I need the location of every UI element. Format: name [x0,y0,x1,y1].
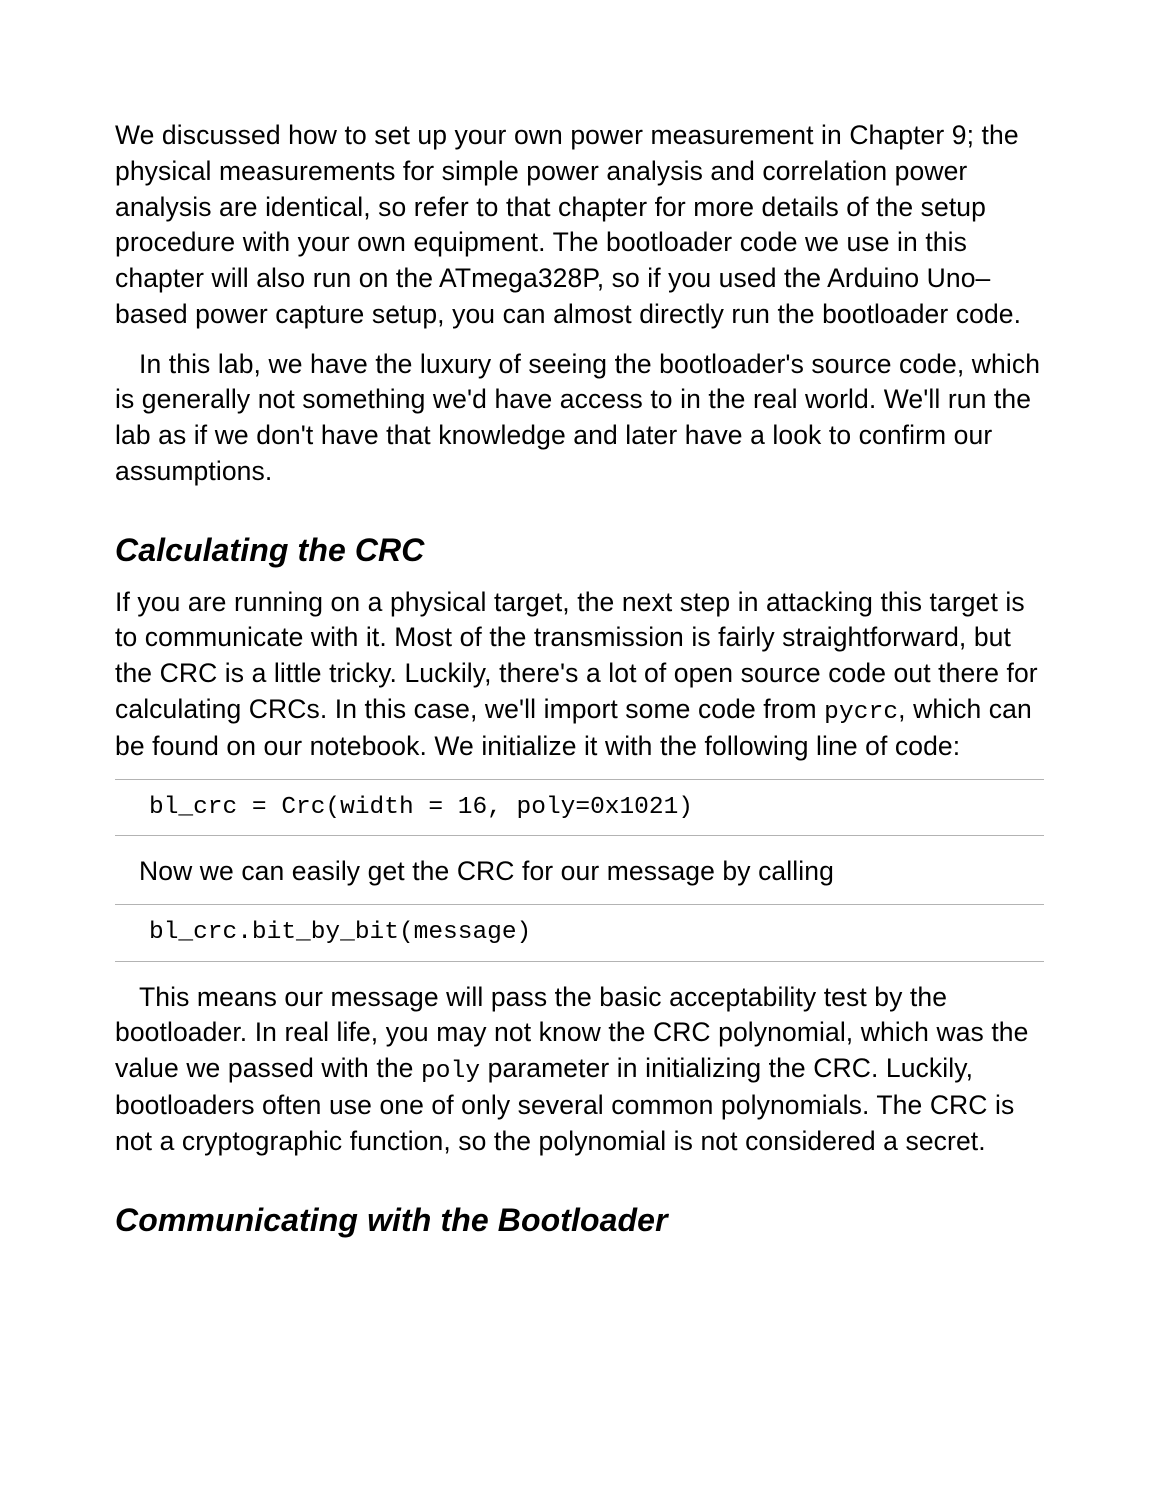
heading-communicating-bootloader: Communicating with the Bootloader [115,1202,1044,1239]
heading-calculating-crc: Calculating the CRC [115,532,1044,569]
inline-code-pycrc: pycrc [824,699,898,726]
paragraph-crc-call: Now we can easily get the CRC for our me… [115,854,1044,890]
paragraph-crc-1: If you are running on a physical target,… [115,585,1044,765]
paragraph-intro-1: We discussed how to set up your own powe… [115,118,1044,333]
inline-code-poly: poly [421,1058,480,1085]
code-block-crc-init: bl_crc = Crc(width = 16, poly=0x1021) [115,779,1044,837]
paragraph-crc-summary: This means our message will pass the bas… [115,980,1044,1160]
page-container: We discussed how to set up your own powe… [0,0,1159,1500]
paragraph-intro-2: In this lab, we have the luxury of seein… [115,347,1044,490]
code-block-crc-call: bl_crc.bit_by_bit(message) [115,904,1044,962]
